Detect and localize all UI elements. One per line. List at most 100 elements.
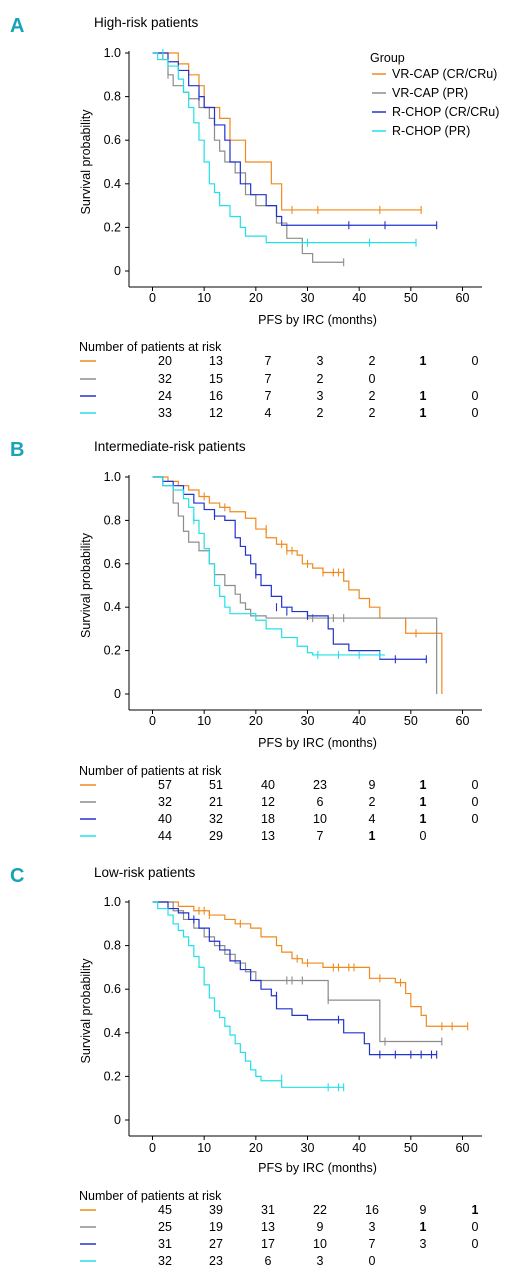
risk-count: 0 xyxy=(369,372,376,386)
x-tick-label: 20 xyxy=(249,1141,263,1155)
risk-count: 0 xyxy=(472,1220,479,1234)
x-tick-label: 20 xyxy=(249,714,263,728)
x-tick-label: 50 xyxy=(404,1141,418,1155)
risk-count: 22 xyxy=(313,1203,327,1217)
risk-count: 0 xyxy=(472,795,479,809)
km-curve xyxy=(152,901,442,1043)
risk-count: 7 xyxy=(369,1237,376,1251)
legend: Group VR-CAP (CR/CRu) VR-CAP (PR) R-CHOP (C… xyxy=(370,51,499,138)
risk-count: 0 xyxy=(472,1237,479,1251)
risk-count: 0 xyxy=(472,812,479,826)
risk-count: 7 xyxy=(265,389,272,403)
legend-label: R-CHOP (CR/CRu) xyxy=(392,105,499,119)
risk-count: 3 xyxy=(420,1237,427,1251)
x-tick-label: 0 xyxy=(149,714,156,728)
y-tick-label: 0 xyxy=(114,687,121,701)
km-curve xyxy=(152,52,437,226)
risk-count: 2 xyxy=(369,795,376,809)
risk-count: 0 xyxy=(472,389,479,403)
series-r-chop-cr-cru- xyxy=(152,476,427,664)
x-tick-label: 30 xyxy=(301,291,315,305)
x-axis-label: PFS by IRC (months) xyxy=(258,313,377,327)
y-tick-label: 0.6 xyxy=(104,133,121,147)
risk-count: 18 xyxy=(261,812,275,826)
x-tick-label: 0 xyxy=(149,291,156,305)
risk-count: 32 xyxy=(158,372,172,386)
x-tick-label: 40 xyxy=(352,291,366,305)
risk-count: 2 xyxy=(317,406,324,420)
risk-count: 32 xyxy=(158,795,172,809)
y-tick-label: 0.4 xyxy=(104,1026,121,1040)
risk-count: 0 xyxy=(369,1254,376,1268)
risk-count: 0 xyxy=(472,778,479,792)
risk-count: 29 xyxy=(209,829,223,843)
risk-count: 40 xyxy=(261,778,275,792)
risk-count: 9 xyxy=(420,1203,427,1217)
series-vr-cap-pr- xyxy=(152,52,345,267)
km-curve xyxy=(152,52,422,211)
legend-title: Group xyxy=(370,51,405,65)
y-axis-label: Survival probability xyxy=(79,109,93,215)
risk-count: 10 xyxy=(313,1237,327,1251)
risk-count: 1 xyxy=(420,406,427,420)
series-r-chop-pr- xyxy=(152,476,385,659)
x-tick-label: 30 xyxy=(301,1141,315,1155)
risk-count: 23 xyxy=(313,778,327,792)
risk-count: 1 xyxy=(420,778,427,792)
x-tick-label: 30 xyxy=(301,714,315,728)
risk-count: 4 xyxy=(265,406,272,420)
x-axis-label: PFS by IRC (months) xyxy=(258,1161,377,1175)
km-curve xyxy=(152,901,468,1027)
y-tick-label: 0 xyxy=(114,264,121,278)
risk-count: 27 xyxy=(209,1237,223,1251)
x-tick-label: 60 xyxy=(456,714,470,728)
risk-count: 7 xyxy=(265,354,272,368)
y-tick-label: 1.0 xyxy=(104,470,121,484)
risk-count: 12 xyxy=(261,795,275,809)
x-tick-label: 60 xyxy=(456,291,470,305)
risk-count: 40 xyxy=(158,812,172,826)
panel-B: B Intermediate-risk patients 0 0.2 0.4 0.6 0.8… xyxy=(10,439,482,843)
y-tick-label: 0 xyxy=(114,1113,121,1127)
risk-count: 1 xyxy=(369,829,376,843)
risk-count: 1 xyxy=(420,1220,427,1234)
risk-count: 7 xyxy=(317,829,324,843)
risk-count: 0 xyxy=(420,829,427,843)
km-curve xyxy=(152,476,438,694)
risk-count: 13 xyxy=(209,354,223,368)
x-tick-label: 10 xyxy=(197,291,211,305)
series-vr-cap-cr-cru- xyxy=(152,52,422,214)
x-tick-label: 50 xyxy=(404,714,418,728)
risk-count: 1 xyxy=(420,354,427,368)
risk-count: 12 xyxy=(209,406,223,420)
risk-count: 7 xyxy=(265,372,272,386)
y-tick-label: 1.0 xyxy=(104,895,121,909)
series-vr-cap-pr- xyxy=(152,901,443,1046)
panel-letter: C xyxy=(10,865,24,887)
risk-count: 2 xyxy=(317,372,324,386)
km-curve xyxy=(152,476,385,656)
risk-table-title: Number of patients at risk xyxy=(79,764,222,778)
risk-count: 32 xyxy=(209,812,223,826)
risk-count: 3 xyxy=(317,1254,324,1268)
x-tick-label: 10 xyxy=(197,714,211,728)
risk-count: 32 xyxy=(158,1254,172,1268)
risk-count: 13 xyxy=(261,829,275,843)
y-tick-label: 0.6 xyxy=(104,557,121,571)
panel-letter: B xyxy=(10,439,24,461)
y-tick-label: 1.0 xyxy=(104,46,121,60)
risk-count: 57 xyxy=(158,778,172,792)
x-tick-label: 40 xyxy=(352,714,366,728)
km-curve xyxy=(152,476,427,660)
y-tick-label: 0.8 xyxy=(104,939,121,953)
risk-count: 0 xyxy=(472,406,479,420)
risk-count: 2 xyxy=(369,389,376,403)
x-tick-label: 10 xyxy=(197,1141,211,1155)
risk-count: 1 xyxy=(420,812,427,826)
panel-title: Low-risk patients xyxy=(94,865,196,880)
km-curve xyxy=(152,52,416,244)
risk-count: 10 xyxy=(313,812,327,826)
risk-count: 1 xyxy=(472,1203,479,1217)
risk-table-title: Number of patients at risk xyxy=(79,340,222,354)
